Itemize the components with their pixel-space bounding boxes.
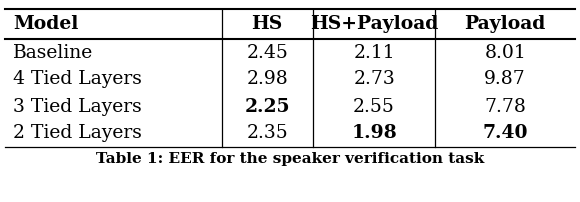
Text: 2.73: 2.73 bbox=[353, 70, 395, 88]
Text: HS+Payload: HS+Payload bbox=[310, 15, 438, 33]
Text: 2.45: 2.45 bbox=[246, 43, 288, 61]
Text: 2.98: 2.98 bbox=[246, 70, 288, 88]
Text: 1.98: 1.98 bbox=[351, 124, 397, 142]
Text: HS: HS bbox=[252, 15, 283, 33]
Text: 2 Tied Layers: 2 Tied Layers bbox=[13, 124, 142, 142]
Text: Payload: Payload bbox=[465, 15, 546, 33]
Text: 7.40: 7.40 bbox=[483, 124, 528, 142]
Text: 2.55: 2.55 bbox=[353, 98, 395, 116]
Text: 8.01: 8.01 bbox=[484, 43, 526, 61]
Text: Model: Model bbox=[13, 15, 78, 33]
Text: Table 1: EER for the speaker verification task: Table 1: EER for the speaker verificatio… bbox=[96, 152, 484, 166]
Text: 3 Tied Layers: 3 Tied Layers bbox=[13, 98, 142, 116]
Text: 4 Tied Layers: 4 Tied Layers bbox=[13, 70, 142, 88]
Text: 2.25: 2.25 bbox=[244, 98, 290, 116]
Text: 7.78: 7.78 bbox=[484, 98, 526, 116]
Text: 2.11: 2.11 bbox=[353, 43, 395, 61]
Text: Baseline: Baseline bbox=[13, 43, 93, 61]
Text: 9.87: 9.87 bbox=[484, 70, 526, 88]
Text: 2.35: 2.35 bbox=[246, 124, 288, 142]
